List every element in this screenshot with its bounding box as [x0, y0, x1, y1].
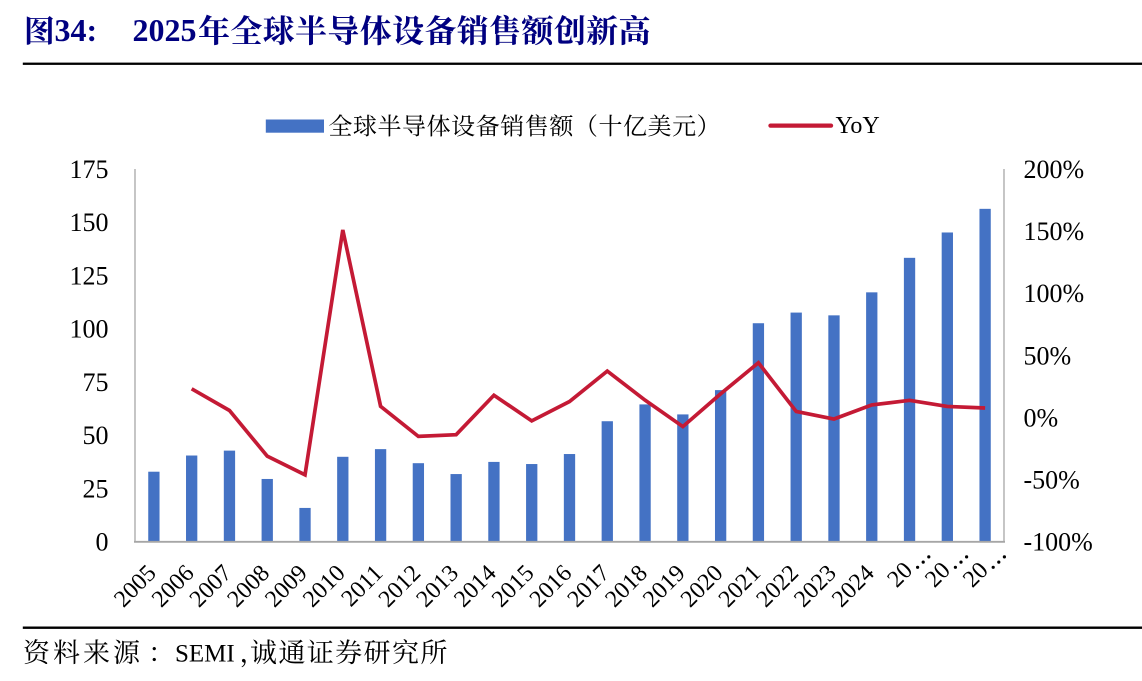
svg-text:2025: 2025: [133, 12, 197, 48]
svg-text:75: 75: [83, 368, 109, 397]
svg-text:-50%: -50%: [1024, 466, 1080, 495]
svg-text:175: 175: [70, 155, 109, 184]
svg-text:50%: 50%: [1024, 341, 1072, 370]
svg-text:150: 150: [70, 208, 109, 237]
svg-text:34:: 34:: [55, 12, 98, 48]
svg-text:SEMI: SEMI: [175, 641, 235, 668]
svg-text:0%: 0%: [1024, 403, 1059, 432]
svg-text:25: 25: [83, 474, 109, 503]
svg-text:125: 125: [70, 261, 109, 290]
svg-text:YoY: YoY: [836, 113, 880, 139]
svg-text:100: 100: [70, 315, 109, 344]
svg-text:50: 50: [83, 421, 109, 450]
svg-text:-100%: -100%: [1024, 528, 1093, 557]
svg-text:100%: 100%: [1024, 279, 1085, 308]
svg-text:150%: 150%: [1024, 217, 1085, 246]
svg-text:0: 0: [96, 528, 109, 557]
svg-text:200%: 200%: [1024, 155, 1085, 184]
